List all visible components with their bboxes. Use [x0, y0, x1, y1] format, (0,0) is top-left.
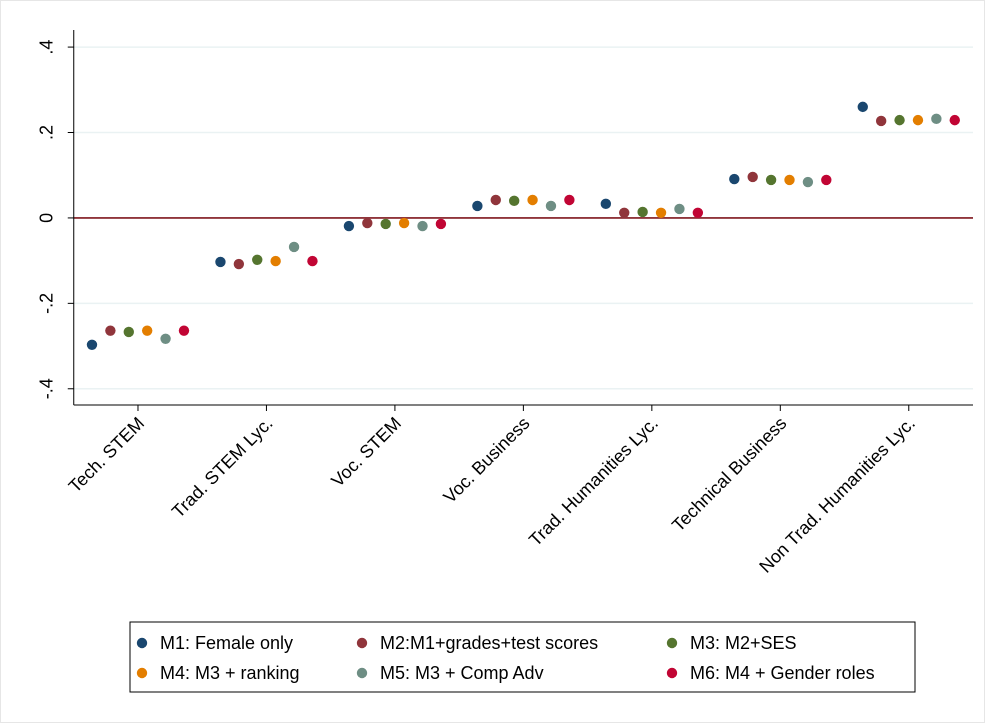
dot — [949, 114, 960, 126]
dot — [912, 114, 924, 126]
y-tick-label: -.4 — [37, 378, 57, 399]
legend-label: M1: Female only — [160, 633, 293, 653]
dot — [380, 218, 391, 230]
dot — [931, 113, 942, 125]
dot — [417, 220, 428, 232]
dot — [472, 200, 483, 212]
legend-label: M2:M1+grades+test scores — [380, 633, 598, 653]
dot — [270, 255, 281, 267]
dot — [802, 176, 814, 188]
legend-box — [129, 621, 916, 693]
dot — [564, 194, 575, 206]
legend-marker — [356, 637, 368, 649]
dot — [288, 241, 300, 253]
dot — [674, 203, 685, 215]
dot — [747, 171, 758, 183]
legend-marker — [666, 637, 678, 649]
dot — [490, 194, 501, 206]
dot — [784, 174, 795, 186]
dot — [527, 194, 538, 206]
legend-marker — [136, 637, 148, 649]
y-tick-label: .4 — [37, 40, 57, 55]
dot — [123, 326, 134, 338]
legend-label: M4: M3 + ranking — [160, 663, 300, 683]
dot — [692, 207, 704, 219]
dot — [545, 200, 557, 212]
dot — [307, 255, 318, 267]
dot — [821, 174, 832, 186]
dot — [105, 325, 116, 336]
dot — [343, 220, 355, 232]
dot — [215, 256, 226, 268]
dot — [894, 114, 905, 126]
dot — [857, 101, 868, 113]
y-tick-label: -.2 — [37, 293, 57, 314]
dot — [729, 173, 740, 185]
dot — [765, 174, 777, 186]
dot — [178, 325, 190, 336]
dot — [637, 206, 648, 218]
legend-marker — [136, 667, 148, 679]
dot — [508, 195, 520, 207]
dot — [86, 339, 98, 350]
dot — [875, 115, 887, 127]
legend-marker — [666, 667, 678, 679]
dot — [252, 254, 263, 265]
legend-label: M3: M2+SES — [690, 633, 797, 653]
y-tick-label: 0 — [37, 213, 57, 223]
legend-label: M6: M4 + Gender roles — [690, 663, 875, 683]
dot — [160, 333, 171, 344]
dot — [362, 217, 373, 229]
legend-marker — [356, 667, 368, 679]
dot — [619, 207, 630, 219]
dot — [141, 325, 153, 336]
dot — [600, 198, 612, 210]
legend-label: M5: M3 + Comp Adv — [380, 663, 544, 683]
y-tick-label: .2 — [37, 125, 57, 140]
dot — [398, 217, 410, 229]
dot — [233, 258, 245, 270]
dot — [435, 218, 447, 230]
dot — [655, 207, 667, 219]
